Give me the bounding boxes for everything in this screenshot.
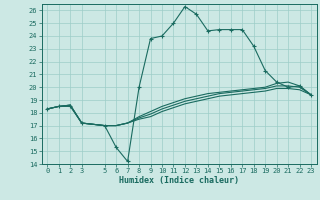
X-axis label: Humidex (Indice chaleur): Humidex (Indice chaleur) (119, 176, 239, 185)
